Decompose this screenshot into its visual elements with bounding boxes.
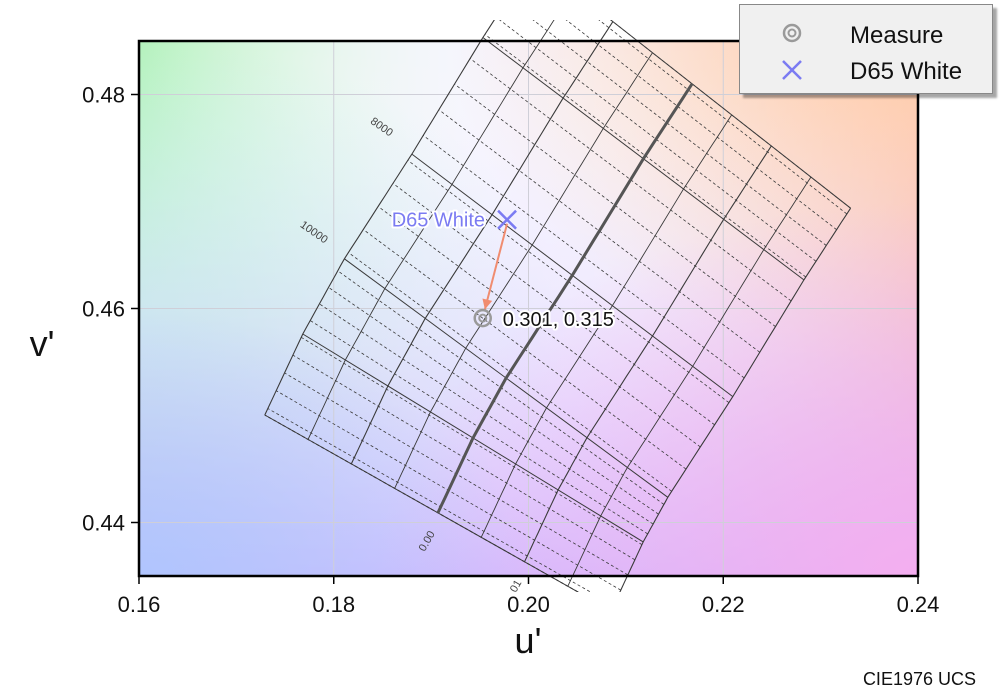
legend: Measure D65 White xyxy=(739,4,993,94)
diagram-caption: CIE1976 UCS xyxy=(862,669,976,689)
duv-curve xyxy=(480,114,733,538)
measure-point-center xyxy=(478,313,488,323)
x-tick-label: 0.22 xyxy=(702,592,745,617)
legend-item-measure[interactable]: Measure xyxy=(740,17,992,53)
isotemperature-label: 7000 xyxy=(439,0,466,23)
difference-arrow-line xyxy=(483,223,509,310)
x-axis-title: u' xyxy=(515,620,542,661)
duv-curve xyxy=(307,20,555,440)
x-tick-label: 0.20 xyxy=(507,592,550,617)
y-tick-label: 0.44 xyxy=(82,511,125,536)
isotemperature-line-minor xyxy=(392,183,715,426)
isotemperature-line-minor xyxy=(598,20,848,215)
ring-marker-icon xyxy=(782,23,802,43)
measure-point xyxy=(473,308,492,328)
isotemperature-line-minor xyxy=(377,206,701,448)
y-tick-label: 0.48 xyxy=(82,83,125,108)
x-tick-label: 0.16 xyxy=(118,592,161,617)
duv-curve xyxy=(264,20,495,416)
y-axis-title: v' xyxy=(30,323,55,364)
x-tick-label: 0.24 xyxy=(897,592,940,617)
axis-ticks: 0.16 0.18 0.20 0.22 0.24 0.44 0.46 0.48 xyxy=(82,83,939,618)
x-tick-label: 0.18 xyxy=(312,592,355,617)
isotemperature-line-minor xyxy=(407,159,730,403)
d65-white-point xyxy=(497,209,517,230)
y-tick-label: 0.46 xyxy=(82,297,125,322)
d65-white-label: D65 White xyxy=(392,210,485,232)
legend-label-measure: Measure xyxy=(850,22,944,49)
isotemperature-line-minor xyxy=(499,20,817,262)
legend-label-d65: D65 White xyxy=(850,58,963,85)
duv-curve xyxy=(394,52,653,489)
isotemperature-line-minor xyxy=(422,135,745,379)
duv-curve xyxy=(619,207,852,592)
planckian-locus xyxy=(436,82,694,514)
x-marker-icon xyxy=(782,60,802,80)
duv-curve xyxy=(350,21,614,465)
legend-item-d65[interactable]: D65 White xyxy=(740,53,992,89)
isotemperature-line-minor xyxy=(484,34,807,278)
duv-curve xyxy=(524,145,772,563)
isotemperature-line-minor xyxy=(454,83,776,327)
isotemperature-line-minor xyxy=(438,109,761,353)
data-marks: 0.301, 0.315 D65 White xyxy=(390,208,616,333)
planckian-locus-grid: 600070008000100000.000.01 xyxy=(264,0,852,592)
difference-arrow-head xyxy=(482,298,493,310)
measure-coordinate-label: 0.301, 0.315 xyxy=(503,309,614,331)
duv-curve xyxy=(567,176,812,587)
isotemperature-line-minor xyxy=(469,58,792,302)
isotemperature-line-minor xyxy=(565,20,837,231)
